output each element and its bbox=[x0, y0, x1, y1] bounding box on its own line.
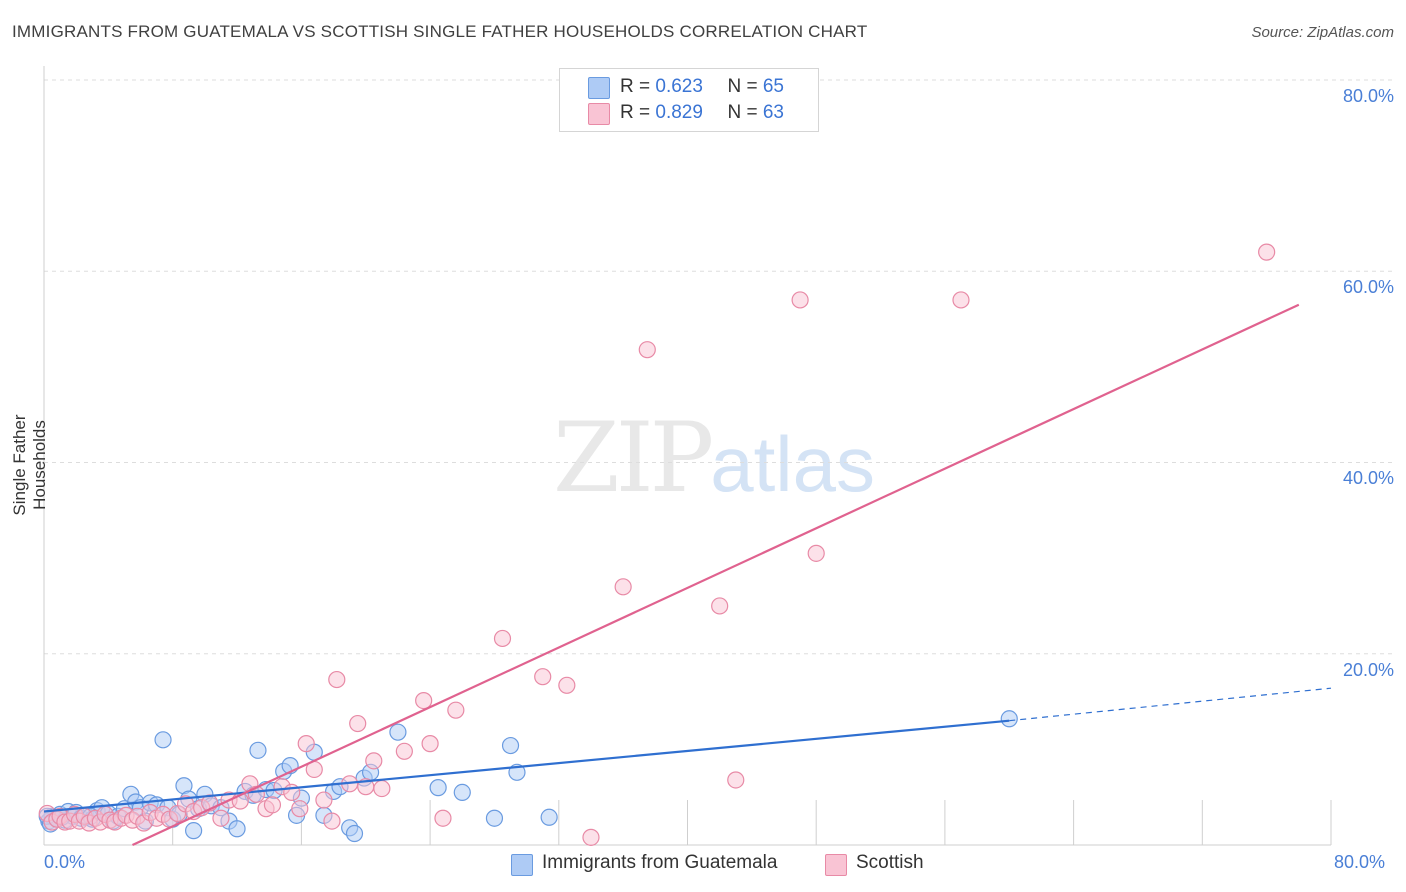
data-point-guatemala bbox=[485, 809, 504, 827]
data-point-guatemala bbox=[249, 741, 267, 759]
legend-n-label: N = bbox=[727, 102, 763, 123]
data-point-scottish bbox=[614, 578, 632, 596]
legend-row-pink: R = 0.829 N = 63 bbox=[620, 102, 784, 124]
data-point-scottish bbox=[727, 771, 745, 789]
data-point-guatemala bbox=[345, 824, 364, 843]
trendline-scottish bbox=[132, 303, 1300, 846]
data-point-scottish bbox=[791, 291, 809, 309]
legend-row-blue: R = 0.623 N = 65 bbox=[620, 76, 784, 98]
data-point-scottish bbox=[558, 676, 576, 694]
data-point-scottish bbox=[807, 544, 825, 562]
y-tick-label: 60.0% bbox=[1342, 277, 1394, 297]
data-point-guatemala bbox=[389, 723, 407, 741]
data-point-scottish bbox=[711, 597, 729, 615]
y-tick-label: 20.0% bbox=[1342, 660, 1394, 680]
data-point-scottish bbox=[415, 692, 433, 710]
bottom-legend-swatch-blue bbox=[511, 854, 533, 876]
legend-n-value: 63 bbox=[762, 102, 784, 123]
data-point-scottish bbox=[1258, 243, 1276, 261]
data-point-scottish bbox=[447, 701, 465, 719]
legend-n-label: N = bbox=[727, 76, 763, 97]
data-point-scottish bbox=[297, 735, 315, 753]
legend-swatch-blue bbox=[588, 77, 610, 99]
y-tick-label: 80.0% bbox=[1342, 86, 1394, 106]
trendline-guatemala bbox=[43, 719, 1010, 813]
data-point-guatemala bbox=[429, 779, 447, 797]
data-point-scottish bbox=[395, 742, 413, 760]
legend-n-value: 65 bbox=[762, 76, 784, 97]
legend-r-value: 0.623 bbox=[655, 76, 703, 97]
data-point-scottish bbox=[534, 668, 552, 686]
x-tick-label: 0.0% bbox=[44, 852, 86, 872]
data-point-guatemala bbox=[228, 820, 246, 838]
legend-r-value: 0.829 bbox=[655, 102, 703, 123]
watermark: ZIPatlas bbox=[553, 402, 875, 514]
data-point-scottish bbox=[349, 714, 367, 733]
data-point-scottish bbox=[323, 812, 341, 830]
y-axis-label: Single Father Households bbox=[10, 414, 49, 516]
data-point-scottish bbox=[365, 752, 383, 770]
bottom-legend-swatch-pink bbox=[825, 854, 847, 876]
data-point-guatemala bbox=[453, 783, 471, 802]
legend-swatch-pink bbox=[588, 103, 610, 125]
legend-r-label: R = bbox=[620, 76, 656, 97]
data-point-guatemala bbox=[185, 822, 203, 840]
data-point-guatemala bbox=[501, 736, 520, 755]
legend-r-label: R = bbox=[620, 102, 656, 123]
data-point-scottish bbox=[493, 629, 512, 648]
data-point-guatemala bbox=[540, 808, 558, 826]
data-point-scottish bbox=[373, 779, 391, 798]
chart-title: IMMIGRANTS FROM GUATEMALA VS SCOTTISH SI… bbox=[12, 22, 868, 41]
y-tick-label: 40.0% bbox=[1342, 468, 1394, 488]
x-tick-label: 80.0% bbox=[1334, 852, 1386, 872]
data-point-scottish bbox=[582, 828, 600, 846]
legend: R = 0.623 N = 65 R = 0.829 N = 63 bbox=[559, 68, 819, 132]
bottom-legend-blue-label: Immigrants from Guatemala bbox=[542, 852, 778, 873]
data-point-scottish bbox=[315, 791, 333, 809]
watermark-atlas: atlas bbox=[710, 420, 875, 508]
data-point-scottish bbox=[638, 341, 656, 359]
bottom-legend-pink-label: Scottish bbox=[856, 852, 924, 873]
watermark-zip: ZIP bbox=[553, 402, 714, 514]
data-point-scottish bbox=[263, 796, 282, 814]
data-point-scottish bbox=[952, 291, 970, 309]
data-point-guatemala bbox=[1000, 710, 1018, 728]
trendline-guatemala-extension bbox=[1009, 687, 1332, 722]
data-point-guatemala bbox=[154, 731, 172, 749]
source-credit: Source: ZipAtlas.com bbox=[1251, 24, 1394, 41]
data-point-scottish bbox=[434, 809, 452, 827]
data-point-scottish bbox=[421, 735, 439, 753]
data-point-scottish bbox=[328, 670, 346, 689]
data-point-scottish bbox=[212, 809, 230, 827]
data-point-scottish bbox=[291, 800, 309, 818]
